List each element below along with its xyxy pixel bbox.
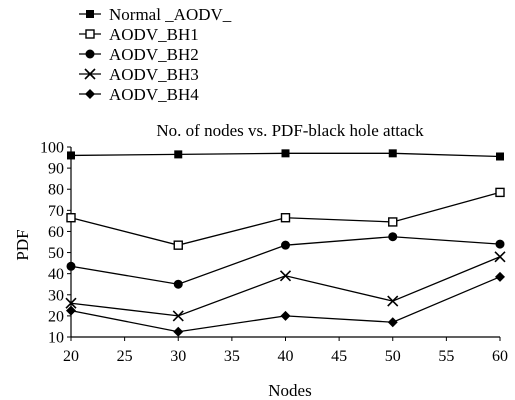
data-point [174, 150, 183, 159]
y-tick-label: 20 [48, 308, 64, 325]
x-tick-label: 40 [278, 348, 294, 365]
x-tick-label: 50 [385, 348, 401, 365]
data-point [494, 251, 506, 263]
data-point [66, 213, 76, 223]
y-tick-label: 50 [48, 245, 64, 262]
data-point [66, 305, 76, 316]
data-point [279, 270, 292, 282]
series-3 [66, 232, 505, 289]
data-point [388, 217, 398, 227]
legend-label: AODV_BH2 [109, 45, 199, 64]
y-tick-label: 10 [48, 330, 64, 347]
data-point [495, 239, 505, 249]
y-tick-label: 80 [48, 182, 64, 199]
legend-marker [85, 89, 95, 99]
y-tick-label: 90 [48, 161, 64, 178]
x-tick-label: 55 [438, 348, 454, 365]
data-point [173, 279, 183, 289]
x-tick-label: 60 [492, 348, 508, 365]
data-point [66, 261, 76, 271]
data-point [67, 151, 75, 160]
legend-label: AODV_BH1 [109, 25, 199, 44]
y-tick-label: 30 [48, 287, 64, 304]
x-tick-label: 30 [170, 348, 186, 365]
data-point [387, 317, 398, 328]
legend-marker [85, 49, 95, 59]
y-tick-label: 70 [48, 203, 64, 220]
y-axis-label: PDF [13, 229, 32, 260]
x-tick-label: 20 [63, 348, 79, 365]
legend-label: Normal _AODV_ [109, 5, 232, 24]
x-tick-label: 25 [117, 348, 133, 365]
y-tick-label: 100 [40, 140, 64, 157]
data-point [496, 152, 504, 161]
series-4 [65, 251, 506, 322]
legend-marker [84, 68, 96, 80]
legend-label: AODV_BH4 [109, 85, 199, 104]
chart-title: No. of nodes vs. PDF-black hole attack [156, 121, 424, 140]
legend-marker [85, 29, 95, 39]
x-tick-label: 35 [224, 348, 240, 365]
legend-item: AODV_BH4 [79, 85, 199, 104]
data-point [388, 149, 397, 158]
legend-marker [86, 10, 94, 18]
data-point [387, 295, 399, 307]
data-point [172, 310, 184, 322]
data-point [495, 271, 505, 282]
legend-item: AODV_BH2 [79, 45, 199, 64]
data-point [173, 240, 183, 250]
data-point [280, 310, 291, 321]
series-2 [66, 187, 505, 250]
y-tick-label: 60 [48, 224, 64, 241]
legend-item: AODV_BH3 [79, 65, 199, 84]
data-point [173, 326, 184, 337]
series-1 [67, 149, 504, 161]
legend: Normal _AODV_AODV_BH1AODV_BH2AODV_BH3AOD… [79, 5, 232, 104]
series-line [70, 256, 501, 317]
x-tick-label: 45 [331, 348, 347, 365]
y-tick-label: 40 [48, 266, 64, 283]
x-axis-label: Nodes [268, 381, 311, 400]
series-line [70, 276, 501, 333]
series-5 [66, 271, 505, 337]
legend-item: AODV_BH1 [79, 25, 199, 44]
data-point [388, 232, 398, 242]
data-point [280, 213, 291, 223]
data-point [281, 149, 290, 158]
legend-label: AODV_BH3 [109, 65, 199, 84]
data-point [65, 297, 77, 309]
data-point [281, 240, 290, 250]
legend-item: Normal _AODV_ [79, 5, 232, 24]
data-point [495, 187, 505, 198]
